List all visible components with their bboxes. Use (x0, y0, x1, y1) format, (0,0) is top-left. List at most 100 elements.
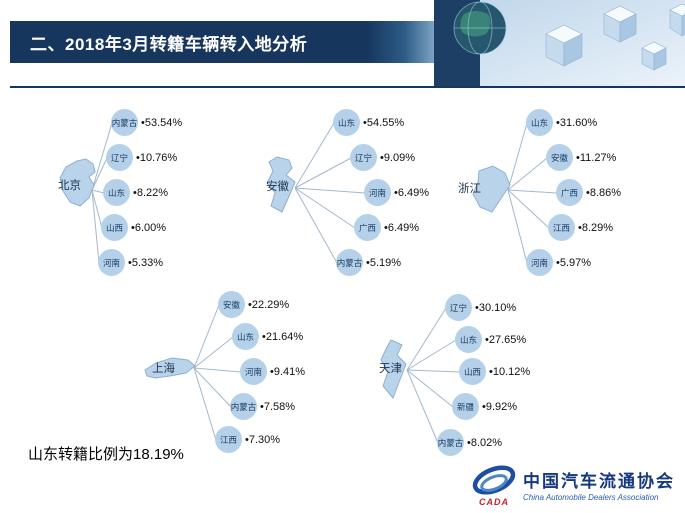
transfer-pct: •6.49% (394, 186, 430, 199)
diagram-anhui: 安徽 山东 •54.55% 辽宁 •9.09% 河南 •6.49% 广西 •6.… (240, 100, 455, 295)
diagram-tianjin: 天津 辽宁 •30.10% 山东 •27.65% 山西 •10.12% 新疆 •… (355, 290, 590, 475)
transfer-pct: •21.64% (262, 330, 304, 343)
province-bubble: 广西 (556, 179, 583, 206)
connector-lines (507, 122, 558, 264)
cada-acronym: CADA (479, 497, 509, 507)
transfer-node: 内蒙古 •8.02% (437, 429, 502, 456)
transfer-node: 山东 •54.55% (333, 109, 404, 136)
shanghai-map-icon (144, 357, 196, 379)
transfer-node: 河南 •9.41% (240, 358, 305, 385)
source-province-label: 天津 (379, 363, 402, 375)
source-province-label: 上海 (152, 363, 175, 375)
transfer-node: 山西 •6.00% (101, 214, 166, 241)
connector-lines (193, 304, 242, 441)
transfer-pct: •53.54% (141, 116, 183, 129)
transfer-pct: •11.27% (576, 151, 617, 164)
diagram-shanghai: 上海 安徽 •22.29% 山东 •21.64% 河南 •9.41% 内蒙古 •… (130, 290, 355, 475)
cubes-globe-icon (434, 0, 685, 88)
province-bubble: 广西 (354, 214, 381, 241)
transfer-node: 山东 •21.64% (232, 323, 303, 350)
province-bubble: 江西 (215, 426, 242, 453)
diagram-zhejiang: 浙江 山东 •31.60% 安徽 •11.27% 广西 •8.86% 江西 •8… (450, 100, 680, 295)
transfer-node: 辽宁 •10.76% (106, 144, 177, 171)
transfer-node: 安徽 •22.29% (218, 291, 289, 318)
transfer-node: 山东 •31.60% (526, 109, 597, 136)
cada-name-en: China Automobile Dealers Association (523, 493, 659, 502)
connector-lines (294, 122, 366, 264)
transfer-pct: •54.55% (363, 116, 405, 129)
transfer-pct: •9.09% (380, 151, 416, 164)
transfer-node: 广西 •6.49% (354, 214, 419, 241)
connector-lines (91, 122, 113, 264)
province-bubble: 江西 (548, 214, 575, 241)
transfer-node: 内蒙古 •5.19% (336, 249, 401, 276)
province-bubble: 河南 (526, 249, 553, 276)
transfer-pct: •27.65% (485, 333, 527, 346)
province-bubble: 山西 (101, 214, 128, 241)
transfer-pct: •7.58% (260, 400, 296, 413)
transfer-node: 河南 •6.49% (364, 179, 429, 206)
title-bar: 二、2018年3月转籍车辆转入地分析 (10, 21, 434, 63)
transfer-pct: •7.30% (245, 433, 281, 446)
province-bubble: 山东 (232, 323, 259, 350)
transfer-node: 辽宁 •9.09% (350, 144, 415, 171)
province-bubble: 辽宁 (106, 144, 133, 171)
province-bubble: 安徽 (546, 144, 573, 171)
province-bubble: 山东 (526, 109, 553, 136)
connector-lines (406, 307, 461, 444)
transfer-pct: •10.12% (489, 365, 531, 378)
transfer-pct: •22.29% (248, 298, 290, 311)
source-province-label: 北京 (58, 180, 81, 192)
province-bubble: 山东 (103, 179, 130, 206)
transfer-node: 江西 •7.30% (215, 426, 280, 453)
diagram-beijing: 北京 内蒙古 •53.54% 辽宁 •10.76% 山东 •8.22% 山西 •… (30, 100, 240, 295)
transfer-node: 辽宁 •30.10% (445, 294, 516, 321)
transfer-node: 河南 •5.97% (526, 249, 591, 276)
transfer-pct: •10.76% (136, 151, 178, 164)
province-bubble: 新疆 (452, 393, 479, 420)
transfer-node: 安徽 •11.27% (546, 144, 616, 171)
transfer-node: 山西 •10.12% (459, 358, 530, 385)
transfer-node: 新疆 •9.92% (452, 393, 517, 420)
province-bubble: 辽宁 (445, 294, 472, 321)
transfer-node: 内蒙古 •53.54% (111, 109, 182, 136)
transfer-node: 广西 •8.86% (556, 179, 621, 206)
transfer-pct: •9.92% (482, 400, 518, 413)
province-bubble: 河南 (98, 249, 125, 276)
transfer-pct: •30.10% (475, 301, 517, 314)
transfer-pct: •8.02% (467, 436, 503, 449)
slide-title: 二、2018年3月转籍车辆转入地分析 (30, 34, 308, 54)
transfer-node: 河南 •5.33% (98, 249, 163, 276)
transfer-node: 山东 •27.65% (455, 326, 526, 353)
cada-logo-text: 中国汽车流通协会 China Automobile Dealers Associ… (523, 467, 675, 502)
province-bubble: 河南 (240, 358, 267, 385)
transfer-node: 江西 •8.29% (548, 214, 613, 241)
province-bubble: 山西 (459, 358, 486, 385)
province-bubble: 内蒙古 (437, 429, 464, 456)
cada-name-cn: 中国汽车流通协会 (523, 472, 675, 491)
header-decoration (434, 0, 685, 88)
source-province-label: 浙江 (458, 183, 481, 195)
transfer-pct: •8.22% (133, 186, 169, 199)
transfer-pct: •9.41% (270, 365, 306, 378)
cada-logo-icon-wrap: CADA (471, 462, 517, 507)
transfer-node: 山东 •8.22% (103, 179, 168, 206)
transfer-pct: •5.97% (556, 256, 592, 269)
beijing-province-map-icon (59, 158, 96, 207)
transfer-pct: •6.00% (131, 221, 167, 234)
cada-logo-icon (472, 465, 516, 495)
province-bubble: 内蒙古 (111, 109, 138, 136)
province-bubble: 山东 (333, 109, 360, 136)
shandong-ratio-note: 山东转籍比例为18.19% (28, 446, 184, 463)
transfer-pct: •8.29% (578, 221, 614, 234)
province-bubble: 山东 (455, 326, 482, 353)
tianjin-map-icon (380, 339, 407, 399)
province-bubble: 内蒙古 (230, 393, 257, 420)
transfer-node: 内蒙古 •7.58% (230, 393, 295, 420)
zhejiang-province-map-icon (472, 165, 511, 213)
province-bubble: 内蒙古 (336, 249, 363, 276)
province-bubble: 辽宁 (350, 144, 377, 171)
cada-logo: CADA 中国汽车流通协会 China Automobile Dealers A… (471, 462, 675, 507)
transfer-pct: •6.49% (384, 221, 420, 234)
